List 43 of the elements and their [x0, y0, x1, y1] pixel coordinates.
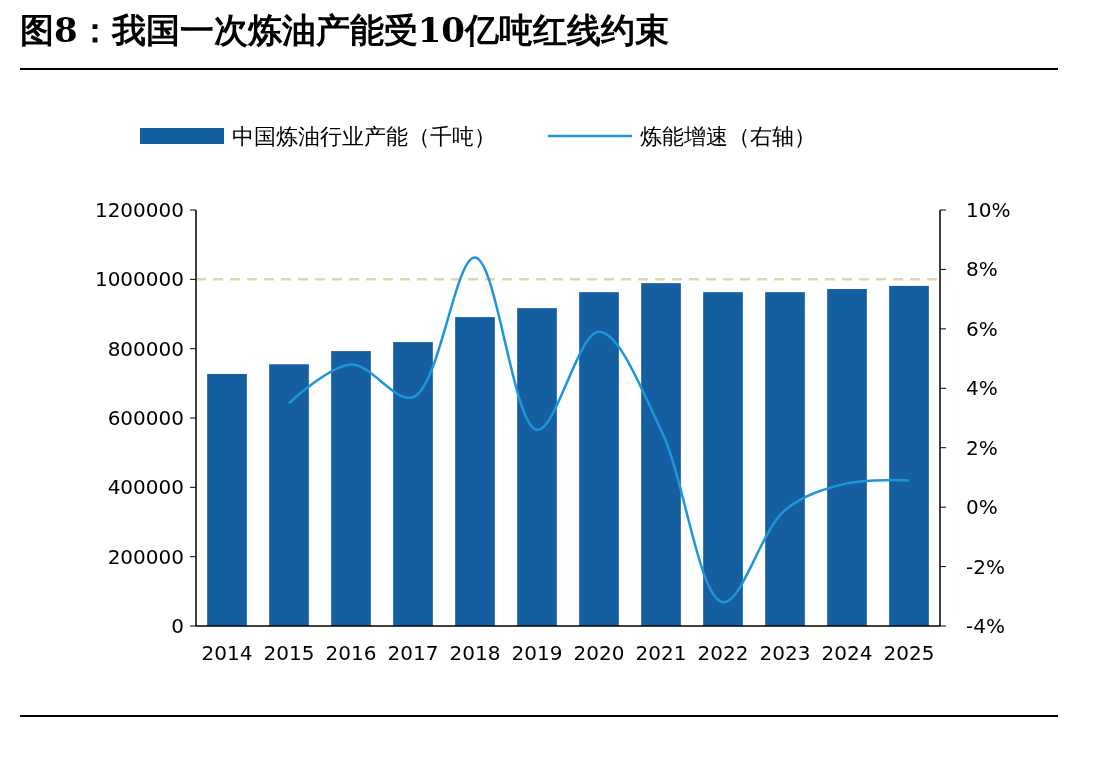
y2-tick-label: -2% [966, 554, 1005, 579]
y2-tick-label: 10% [966, 198, 1011, 222]
bar [207, 373, 247, 626]
y-tick-label: 800000 [107, 336, 184, 361]
bar [827, 289, 867, 626]
bar [517, 308, 557, 626]
x-tick-label: 2018 [449, 641, 501, 665]
y-tick-label: 0 [171, 614, 184, 638]
x-tick-label: 2015 [263, 641, 315, 665]
x-tick-label: 2022 [697, 641, 749, 665]
y2-tick-label: -4% [966, 614, 1005, 638]
x-tick-label: 2016 [325, 641, 377, 665]
chart-title: 图8：我国一次炼油产能受10亿吨红线约束 [20, 10, 669, 50]
bar [641, 283, 681, 626]
bar [331, 351, 371, 626]
x-tick-label: 2021 [635, 641, 687, 665]
legend-label: 炼能增速（右轴） [640, 123, 816, 149]
bar [579, 292, 619, 626]
bar [703, 292, 743, 626]
y2-tick-label: 8% [966, 257, 998, 282]
bar [455, 317, 495, 626]
bar [269, 364, 309, 626]
y-tick-label: 200000 [107, 544, 184, 569]
line-series [287, 256, 911, 604]
x-tick-label: 2020 [573, 641, 625, 665]
x-tick-label: 2014 [201, 641, 253, 665]
y-tick-label: 400000 [107, 475, 184, 500]
y2-tick-label: 2% [966, 435, 998, 460]
x-tick-label: 2024 [821, 641, 873, 665]
x-tick-label: 2023 [759, 641, 811, 665]
y2-tick-label: 0% [966, 495, 998, 520]
x-tick-label: 2025 [883, 641, 935, 665]
bar [393, 342, 433, 626]
x-tick-label: 2017 [387, 641, 439, 665]
legend-label: 中国炼油行业产能（千吨） [232, 123, 496, 149]
y2-tick-label: 4% [966, 376, 998, 401]
x-tick-label: 2019 [511, 641, 563, 665]
bar [889, 285, 929, 626]
y-tick-label: 1200000 [94, 198, 184, 222]
y2-tick-label: 6% [966, 316, 998, 341]
bar [765, 292, 805, 626]
y-tick-label: 600000 [107, 406, 184, 430]
y-tick-label: 1000000 [94, 267, 184, 292]
